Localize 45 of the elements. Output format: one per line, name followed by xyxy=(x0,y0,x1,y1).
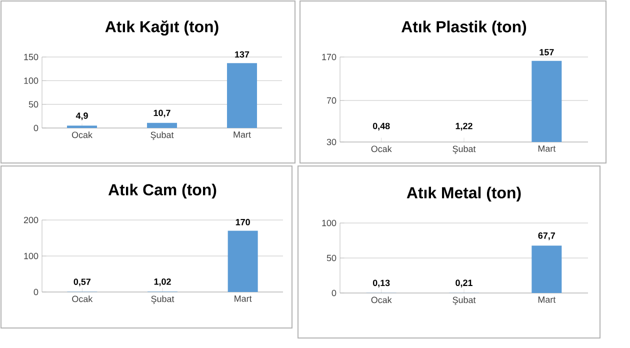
y-tick-label: 50 xyxy=(326,254,336,262)
data-label: 1,02 xyxy=(154,278,171,286)
data-label: 0,21 xyxy=(456,280,472,288)
text: 1,22 xyxy=(456,122,472,130)
data-label: 10,7 xyxy=(154,110,170,118)
chart-title: Atık Kağıt (ton) xyxy=(105,20,218,36)
y-tick-label: 0 xyxy=(332,290,336,296)
y-tick-label: 200 xyxy=(24,216,38,224)
y-tick-label: 50 xyxy=(28,101,38,108)
y-tick-label: 30 xyxy=(326,138,336,146)
x-tick-label: Ocak xyxy=(371,296,392,304)
y-tick-label: 70 xyxy=(326,97,336,104)
bar xyxy=(147,122,177,128)
y-tick-label: 150 xyxy=(24,54,38,60)
x-tick-label: Şubat xyxy=(452,296,476,305)
x-tick-label: Ocak xyxy=(72,132,92,138)
text: 0,48 xyxy=(372,122,390,130)
chart-title: Atık Cam (ton) xyxy=(108,184,216,199)
bar xyxy=(228,230,258,292)
data-label: 67,7 xyxy=(538,232,555,240)
x-tick-label: Ocak xyxy=(371,146,392,152)
x-tick-label: Şubat xyxy=(150,132,174,140)
bar xyxy=(532,246,562,293)
y-tick-label: 0 xyxy=(34,288,38,296)
data-label: 0,13 xyxy=(372,280,390,288)
y-tick-label: 0 xyxy=(34,124,38,132)
data-label: 4,9 xyxy=(76,112,88,120)
y-tick-label: 170 xyxy=(322,54,336,60)
y-tick-label: 100 xyxy=(24,252,38,260)
y-tick-label: 100 xyxy=(24,77,38,84)
chart-title: Atık Metal (ton) xyxy=(406,186,521,202)
x-tick-label: Mart xyxy=(234,132,251,138)
data-label: 137 xyxy=(235,51,250,58)
x-tick-label: Şubat xyxy=(151,296,174,304)
x-tick-label: Mart xyxy=(538,296,556,303)
data-label: 157 xyxy=(540,49,554,56)
bar xyxy=(227,63,257,128)
x-tick-label: Ocak xyxy=(72,296,93,302)
x-tick-label: Mart xyxy=(538,146,556,152)
x-tick-label: Şubat xyxy=(452,146,476,154)
y-tick-label: 100 xyxy=(322,220,336,226)
data-label: 170 xyxy=(236,218,250,226)
data-label: 0,57 xyxy=(74,278,90,286)
x-tick-label: Mart xyxy=(234,296,252,302)
chart-title: Atık Plastik (ton) xyxy=(402,20,526,36)
